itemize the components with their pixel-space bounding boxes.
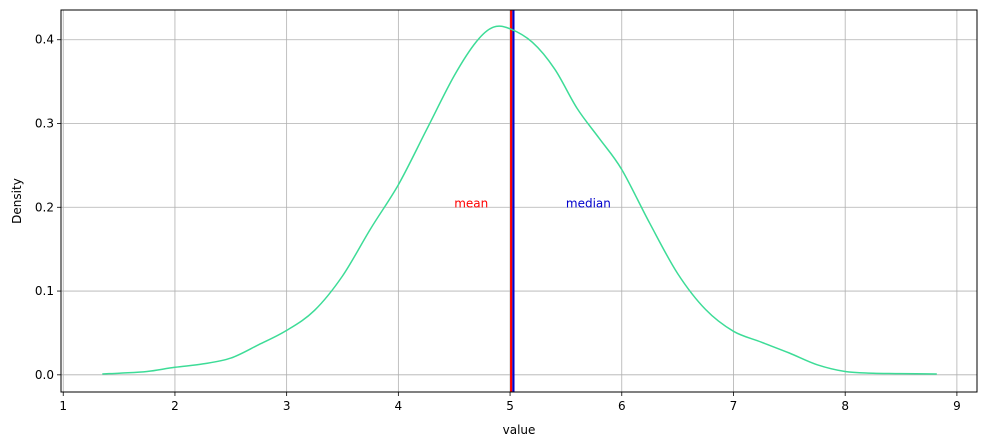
grid [61,10,977,392]
x-tick-label: 8 [841,399,849,413]
mean-annotation: mean [454,196,488,210]
y-tick-label: 0.3 [35,117,54,131]
x-tick-label: 2 [171,399,179,413]
y-tick-label: 0.4 [35,33,54,47]
y-tick-label: 0.2 [35,200,54,214]
y-axis-label: Density [10,178,24,224]
x-axis-label: value [503,423,536,437]
plot-series [102,25,937,375]
x-tick-label: 5 [506,399,514,413]
y-tick-label: 0.0 [35,368,54,382]
reference-lines [510,10,515,392]
x-tick-label: 9 [953,399,961,413]
annotations: mean median [454,196,611,210]
x-tick-label: 7 [730,399,738,413]
x-tick-label: 4 [395,399,403,413]
plot-frame [60,9,978,393]
density-curve [102,25,937,375]
median-annotation: median [566,196,611,210]
x-axis-ticks: 1 2 3 4 5 6 7 8 9 [59,392,961,413]
x-tick-label: 1 [59,399,67,413]
y-axis-ticks: 0.0 0.1 0.2 0.3 0.4 [35,33,61,382]
y-tick-label: 0.1 [35,284,54,298]
x-tick-label: 3 [283,399,291,413]
x-tick-label: 6 [618,399,626,413]
